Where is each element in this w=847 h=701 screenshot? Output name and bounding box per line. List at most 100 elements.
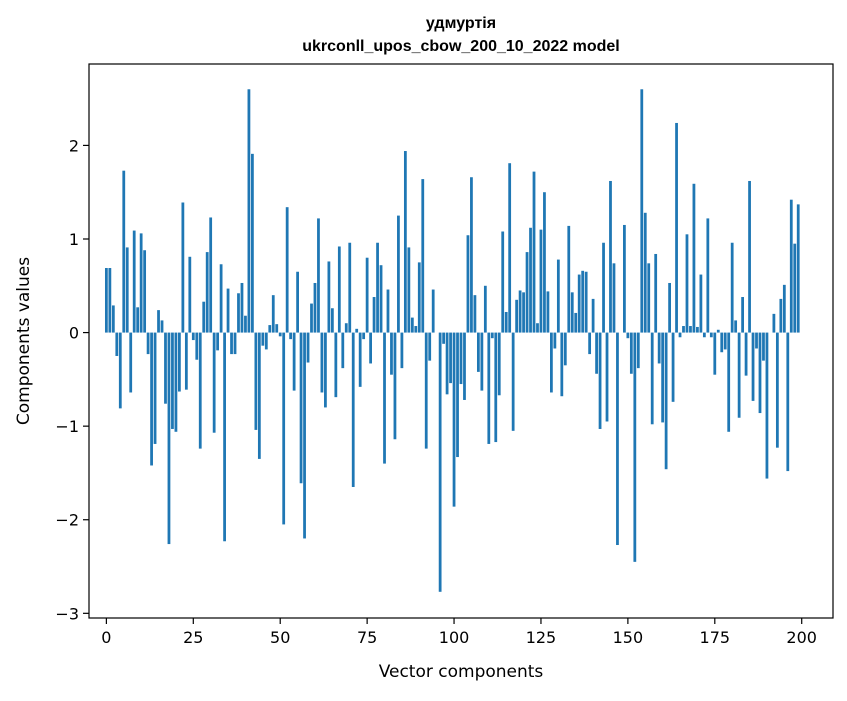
bar-125 [539,229,543,333]
bar-160 [661,332,665,423]
chart-subtitle: ukrconll_upos_cbow_200_10_2022 model [302,38,619,55]
bar-93 [428,332,432,361]
bar-194 [779,298,783,333]
bar-92 [424,332,428,449]
bar-198 [793,243,797,333]
bar-140 [591,298,595,333]
bar-43 [254,332,258,430]
bar-10 [139,233,143,333]
bar-74 [362,332,366,340]
bar-60 [313,282,317,333]
bar-178 [723,332,727,350]
bar-115 [504,311,508,333]
bar-41 [247,89,251,333]
bar-195 [782,284,786,333]
x-tick-label: 150 [613,628,644,647]
bar-177 [720,332,724,353]
bar-59 [310,303,313,333]
bar-75 [365,257,369,333]
bar-76 [369,332,372,364]
bar-63 [324,332,327,408]
bar-81 [386,289,390,333]
y-tick-label: −1 [55,417,79,436]
bar-141 [595,332,598,374]
bar-164 [675,122,678,333]
bar-153 [636,332,640,369]
y-tick-label: 2 [69,136,79,155]
bar-152 [633,332,637,562]
y-tick-label: −2 [55,511,79,530]
bar-168 [689,326,692,333]
x-tick-label: 175 [700,628,731,647]
bar-42 [251,153,254,333]
bar-199 [796,204,800,333]
bar-38 [237,293,240,333]
bar-176 [716,329,720,333]
bar-142 [598,332,602,429]
bar-14 [153,332,157,444]
bar-97 [442,332,446,344]
x-tick-label: 25 [183,628,203,647]
y-axis-ticks: −3 −2 −1 0 1 2 [55,136,89,623]
bar-2 [111,305,115,333]
bar-99 [449,332,452,384]
bar-11 [143,250,147,333]
bar-52 [285,207,289,333]
bar-106 [473,295,477,333]
y-tick-label: 0 [69,324,79,343]
bar-123 [532,171,536,333]
bar-84 [397,215,400,333]
bar-61 [317,218,320,333]
bar-154 [640,89,644,333]
bar-182 [737,332,741,418]
x-tick-label: 200 [786,628,817,647]
y-axis-label: Components values [14,257,34,425]
bar-36 [230,332,233,355]
bar-138 [584,271,588,333]
bar-159 [657,332,661,364]
bar-53 [289,332,293,340]
bar-124 [536,323,539,333]
bar-85 [400,332,404,369]
bar-161 [664,332,668,470]
bar-6 [125,247,129,333]
bar-98 [445,332,449,395]
bar-13 [150,332,153,466]
bar-23 [184,332,188,390]
bar-37 [233,332,237,355]
bar-118 [515,299,519,333]
bar-166 [682,326,685,333]
bar-135 [574,312,578,333]
bar-7 [129,332,133,393]
bar-151 [629,332,633,374]
bar-190 [765,332,769,479]
bar-134 [570,292,574,333]
bar-69 [344,323,348,333]
bar-169 [692,183,696,333]
bar-65 [330,308,334,333]
bar-105 [470,177,473,333]
bar-40 [244,315,247,333]
bar-64 [327,261,331,333]
y-tick-label: 1 [69,230,79,249]
bar-133 [567,225,571,333]
bar-102 [459,332,463,385]
bar-27 [198,332,202,449]
bar-192 [772,313,776,333]
plot-frame [88,63,834,619]
bar-91 [421,179,425,333]
bar-39 [240,282,244,333]
bar-120 [522,292,525,333]
bar-79 [379,265,383,333]
bar-50 [278,332,282,337]
bar-67 [337,246,341,333]
bar-62 [320,332,324,393]
bar-90 [417,262,421,333]
bar-197 [789,199,793,333]
bar-172 [702,332,706,338]
bar-100 [452,332,456,507]
bar-1 [108,268,112,333]
bar-86 [403,151,407,333]
y-tick-label: −3 [55,604,79,623]
bar-109 [483,285,487,333]
